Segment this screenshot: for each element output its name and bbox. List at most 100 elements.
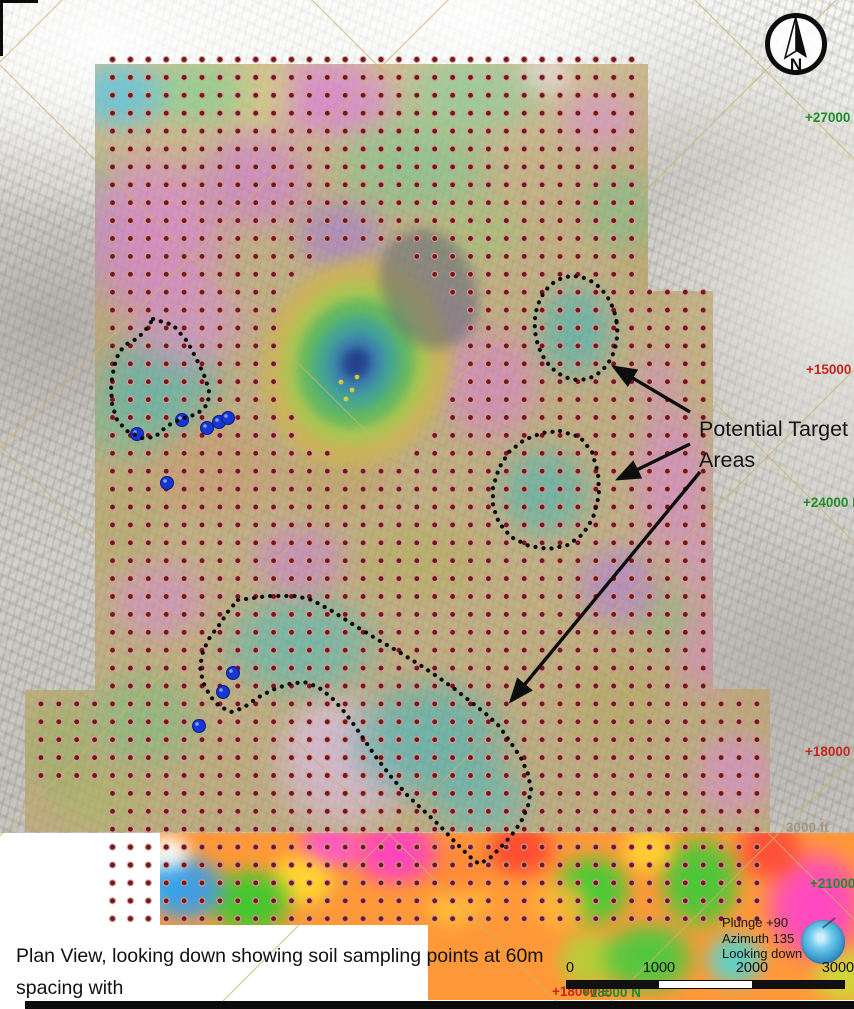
sample-point	[628, 521, 636, 529]
sample-point	[323, 915, 331, 923]
sample-point	[144, 700, 152, 708]
sample-point	[234, 503, 242, 511]
sample-point	[610, 700, 618, 708]
sample-point	[574, 252, 582, 260]
sample-point	[270, 843, 278, 851]
sample-point	[645, 503, 654, 511]
sample-point	[484, 270, 492, 278]
sample-point	[216, 503, 224, 511]
sample-point	[234, 843, 242, 851]
sample-point	[431, 718, 439, 726]
sample-point	[628, 628, 636, 636]
sample-point	[377, 879, 385, 887]
sample-point	[610, 234, 618, 243]
sample-point	[162, 700, 170, 708]
sample-point	[234, 288, 242, 296]
sample-point	[502, 718, 510, 726]
sample-point	[413, 521, 421, 529]
sample-point	[502, 485, 510, 493]
sample-point	[341, 664, 349, 672]
sample-point	[717, 754, 725, 762]
sample-point	[466, 771, 475, 780]
sample-point	[377, 109, 385, 117]
sample-point	[466, 234, 475, 243]
sample-point	[216, 324, 224, 332]
sample-point	[287, 252, 296, 260]
sample-point	[395, 843, 403, 851]
target-area-outline	[490, 428, 602, 552]
sample-point	[484, 664, 492, 672]
sample-point	[180, 217, 188, 225]
sample-point	[270, 396, 278, 404]
sample-point	[180, 789, 188, 797]
sample-point	[538, 700, 546, 708]
sample-point	[538, 575, 546, 583]
sample-point	[270, 342, 278, 350]
sample-point	[108, 503, 117, 511]
sample-point	[628, 73, 636, 81]
sample-point	[126, 718, 134, 726]
sample-point	[753, 897, 761, 905]
sample-point	[234, 55, 242, 64]
sample-point	[108, 789, 117, 797]
sample-point	[377, 575, 385, 583]
sample-point	[287, 539, 296, 547]
sample-point	[126, 807, 134, 815]
sample-point	[395, 610, 403, 618]
sample-point	[538, 413, 546, 422]
sample-point	[37, 754, 45, 762]
sample-point	[520, 843, 528, 851]
sample-point	[73, 736, 81, 744]
sample-point	[377, 217, 385, 225]
sample-point	[574, 807, 582, 815]
sample-point	[252, 807, 260, 815]
sample-point	[645, 807, 654, 815]
sample-point	[108, 557, 117, 565]
sample-point	[323, 181, 331, 189]
sample-point	[574, 163, 582, 171]
sample-point	[198, 199, 206, 207]
sample-point	[645, 485, 654, 493]
sample-point	[556, 252, 564, 260]
sample-point	[592, 396, 600, 404]
sample-point	[359, 592, 367, 601]
sample-point	[663, 825, 671, 833]
annotation-arrows	[508, 365, 702, 704]
sample-point	[270, 664, 278, 672]
sample-point	[520, 485, 528, 493]
sample-point	[216, 610, 224, 618]
sample-point	[502, 700, 510, 708]
sample-point	[574, 861, 582, 869]
sample-point	[502, 503, 510, 511]
sample-point	[55, 700, 63, 708]
sample-point	[502, 288, 510, 296]
sample-point	[216, 288, 224, 296]
sample-point	[484, 754, 492, 762]
sample-point	[162, 736, 170, 744]
sample-point	[144, 306, 152, 314]
sample-point	[323, 807, 331, 815]
sample-point	[663, 807, 671, 815]
sample-point	[144, 682, 152, 690]
sample-point	[753, 915, 761, 923]
sample-point	[270, 700, 278, 708]
sample-point	[323, 682, 331, 690]
sample-point	[681, 306, 689, 314]
sample-point	[520, 449, 528, 457]
sample-point	[628, 181, 636, 189]
sample-point	[359, 664, 367, 672]
sample-point	[180, 843, 188, 851]
sample-point	[180, 127, 188, 135]
sample-point	[341, 575, 349, 583]
sample-point	[484, 736, 492, 744]
sample-point	[216, 270, 224, 278]
sample-point	[610, 199, 618, 207]
sample-point	[556, 217, 564, 225]
sample-point	[538, 324, 546, 332]
sample-point	[144, 217, 152, 225]
sample-point	[592, 825, 600, 833]
sample-point	[574, 288, 582, 296]
sample-point	[502, 521, 510, 529]
sample-point	[538, 825, 546, 833]
sample-point	[252, 843, 260, 851]
